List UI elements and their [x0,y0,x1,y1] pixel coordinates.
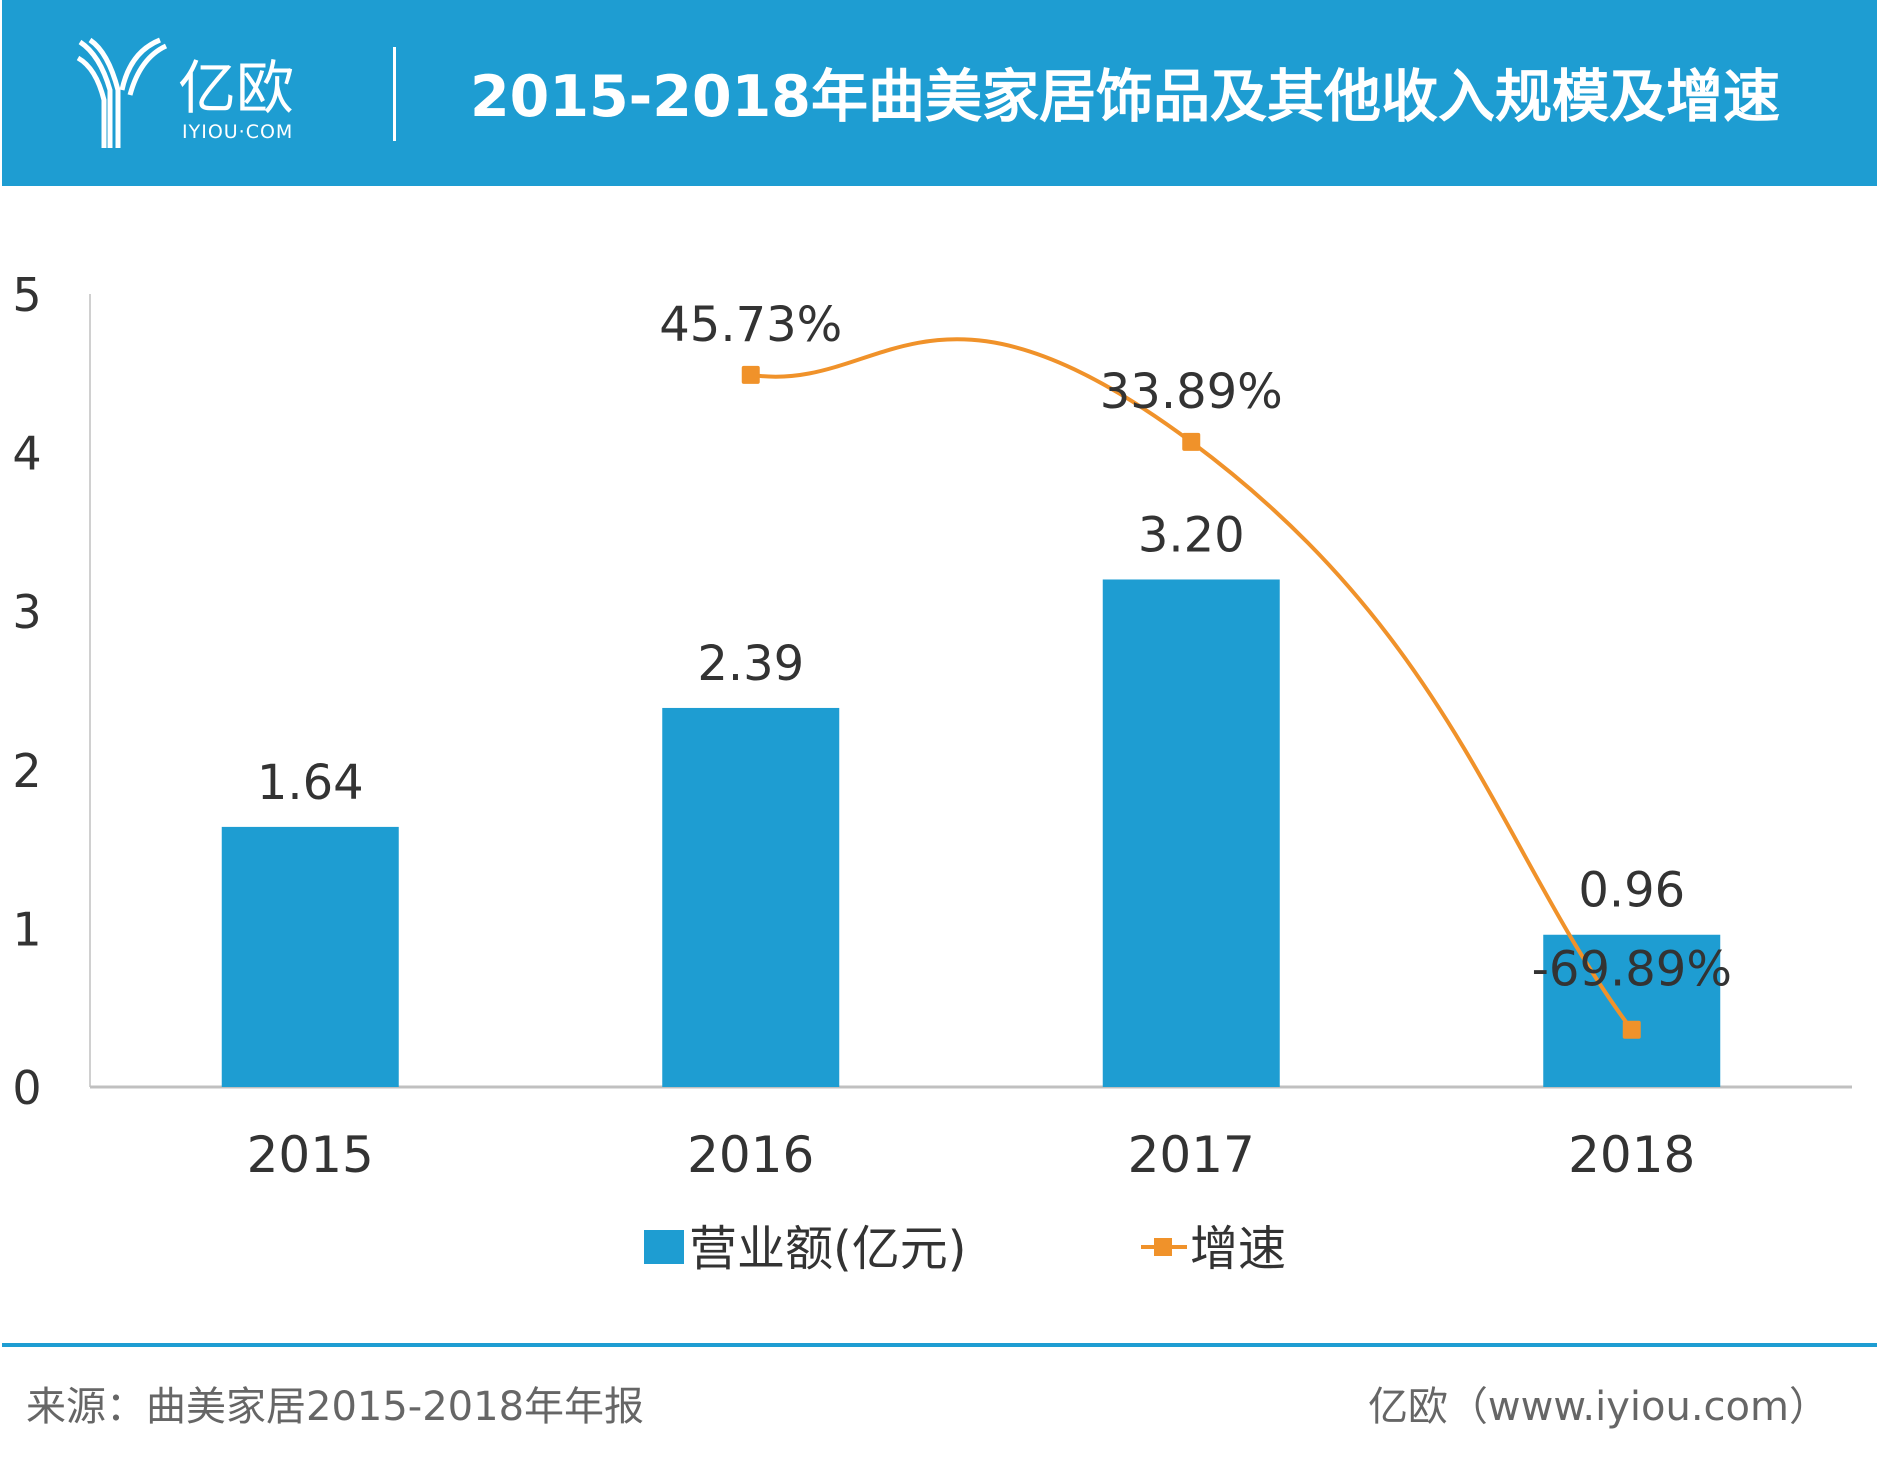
source-text: 来源：曲美家居2015-2018年年报 [26,1384,644,1430]
x-tick-label: 2016 [687,1126,814,1184]
bar-value-label: 2.39 [697,636,804,692]
y-tick-label: 5 [12,268,41,322]
legend: 营业额(亿元) 增速 [644,1221,1286,1277]
y-tick-label: 1 [12,902,41,956]
legend-bar-swatch [644,1230,684,1264]
growth-marker-2016 [741,365,760,384]
bar-2016 [662,707,840,1087]
bar-2018 [1543,934,1721,1087]
legend-line-label: 增速 [1190,1221,1286,1277]
y-tick-label: 2 [12,744,41,798]
credit-text: 亿欧（www.iyiou.com） [1368,1384,1829,1430]
x-tick-label: 2015 [247,1126,374,1184]
growth-marker-2018 [1622,1020,1641,1039]
x-tick-label: 2017 [1128,1126,1255,1184]
bar-2017 [1102,579,1280,1087]
footer-divider [2,1343,1877,1347]
header-banner [2,0,1877,186]
header-divider [393,47,396,141]
y-tick-label: 3 [12,585,41,639]
logo-subtext: IYIOU·COM [182,121,293,143]
growth-marker-2017 [1182,432,1201,451]
chart-title: 2015-2018年曲美家居饰品及其他收入规模及增速 [470,64,1780,130]
legend-line-marker [1154,1238,1172,1256]
y-tick-label: 4 [12,427,41,481]
growth-value-label: -69.89% [1532,942,1732,998]
growth-value-label: 45.73% [659,297,842,353]
bar-2015 [221,826,399,1087]
iyiou-logo: 亿欧 IYIOU·COM [76,37,294,148]
bar-value-label: 1.64 [257,755,364,811]
growth-value-label: 33.89% [1100,364,1283,420]
y-tick-label: 0 [12,1061,41,1115]
bar-value-label: 3.20 [1138,507,1245,563]
growth-line [750,337,1634,1031]
logo-text: 亿欧 [178,54,294,122]
x-tick-label: 2018 [1568,1126,1695,1184]
legend-bar-label: 营业额(亿元) [689,1221,966,1277]
bar-value-label: 0.96 [1578,863,1685,919]
